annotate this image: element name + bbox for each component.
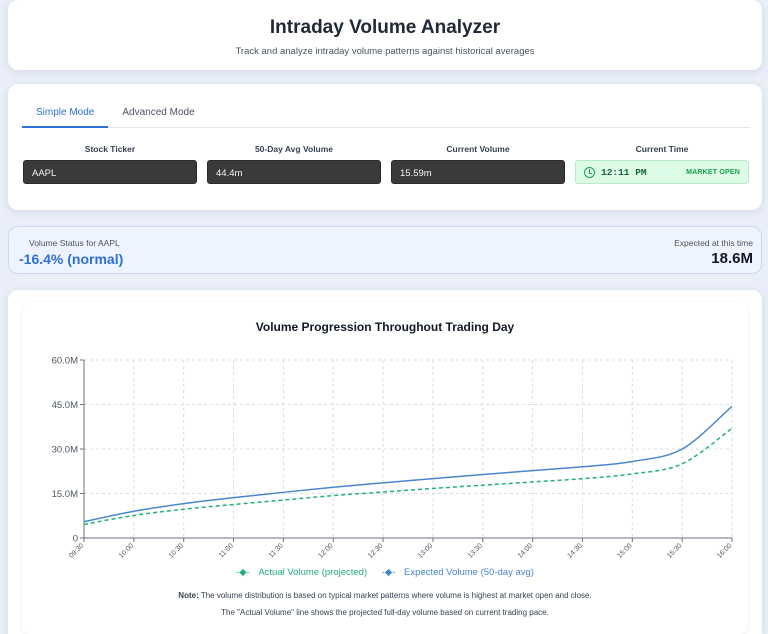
x-tick-label: 15:30 — [666, 542, 683, 559]
y-tick-label: 0 — [73, 534, 78, 545]
chart-section: Volume Progression Throughout Trading Da… — [8, 290, 762, 634]
market-status-badge: MARKET OPEN — [686, 168, 740, 176]
expected-volume-line — [83, 405, 733, 523]
avg-volume-field: 50-Day Avg Volume 44.4m — [207, 144, 381, 184]
legend-actual-marker-icon: -◆- — [236, 567, 250, 578]
ticker-label: Stock Ticker — [84, 144, 136, 154]
tab-simple-mode[interactable]: Simple Mode — [22, 100, 109, 128]
legend-actual[interactable]: -◆- Actual Volume (projected) — [233, 567, 373, 578]
volume-status-value: -16.4% (normal) — [19, 251, 124, 267]
mode-tabs: Simple Mode Advanced Mode — [22, 100, 750, 128]
ticker-field: Stock Ticker AAPL — [23, 144, 197, 184]
chart-card: Volume Progression Throughout Trading Da… — [22, 302, 748, 634]
page-title: Intraday Volume Analyzer — [269, 17, 501, 38]
avg-volume-label: 50-Day Avg Volume — [254, 144, 334, 154]
legend-expected-marker-icon: -◆- — [381, 567, 396, 578]
x-tick-label: 10:30 — [168, 542, 185, 559]
current-volume-field: Current Volume 15.59m — [391, 144, 565, 184]
legend-expected-label: Expected Volume (50-day avg) — [404, 567, 534, 578]
y-tick-label: 45.0M — [52, 400, 78, 411]
chart-title: Volume Progression Throughout Trading Da… — [255, 320, 515, 334]
tab-advanced-mode[interactable]: Advanced Mode — [122, 107, 195, 118]
expected-label: Expected at this time — [674, 238, 753, 248]
header-card: Intraday Volume Analyzer Track and analy… — [8, 0, 762, 70]
x-tick-label: 10:00 — [118, 542, 135, 559]
x-tick-label: 13:00 — [417, 542, 434, 559]
x-tick-label: 11:00 — [218, 542, 235, 559]
legend-actual-label: Actual Volume (projected) — [258, 567, 368, 578]
current-time-value: 12:11 PM — [601, 166, 647, 178]
page-subtitle: Track and analyze intraday volume patter… — [235, 46, 535, 57]
current-volume-input[interactable]: 15.59m — [391, 160, 565, 184]
ticker-input[interactable]: AAPL — [23, 160, 197, 184]
volume-chart: 0 15.0M 30.0M 45.0M 60.0M 09:30 10:00 10:30 11:0… — [52, 356, 734, 560]
actual-volume-line — [83, 427, 733, 526]
note-label: Note: — [178, 591, 199, 600]
current-time-label: Current Time — [635, 144, 689, 154]
x-tick-label: 15:00 — [616, 542, 633, 559]
x-tick-label: 14:30 — [567, 542, 584, 559]
chart-note-line2: The "Actual Volume" line shows the proje… — [221, 608, 549, 617]
x-tick-label: 11:30 — [268, 542, 285, 559]
current-time-display: 12:11 PM MARKET OPEN — [575, 160, 749, 184]
chart-note: Note: The volume distribution is based o… — [22, 591, 748, 600]
y-tick-label: 15.0M — [52, 489, 78, 500]
controls-card: Simple Mode Advanced Mode Stock Ticker A… — [8, 84, 762, 210]
clock-icon — [584, 166, 595, 178]
x-tick-label: 09:30 — [68, 542, 85, 559]
current-volume-label: Current Volume — [446, 144, 510, 154]
y-tick-label: 30.0M — [52, 445, 78, 456]
note-text: The volume distribution is based on typi… — [198, 591, 592, 600]
volume-status-card: Volume Status for AAPL -16.4% (normal) E… — [8, 226, 762, 274]
chart-legend: -◆- Actual Volume (projected) -◆- Expect… — [22, 567, 748, 578]
x-tick-label: 13:30 — [467, 542, 484, 559]
volume-status-label: Volume Status for AAPL — [29, 238, 120, 248]
expected-value: 18.6M — [711, 250, 753, 267]
legend-expected[interactable]: -◆- Expected Volume (50-day avg) — [379, 567, 537, 578]
x-tick-label: 16:00 — [716, 542, 733, 559]
current-time-field: Current Time 12:11 PM MARKET OPEN — [575, 144, 749, 184]
y-tick-label: 60.0M — [52, 356, 78, 367]
avg-volume-input[interactable]: 44.4m — [207, 160, 381, 184]
x-tick-label: 12:30 — [367, 542, 384, 559]
x-tick-label: 12:00 — [317, 542, 334, 559]
x-tick-label: 14:00 — [517, 542, 534, 559]
